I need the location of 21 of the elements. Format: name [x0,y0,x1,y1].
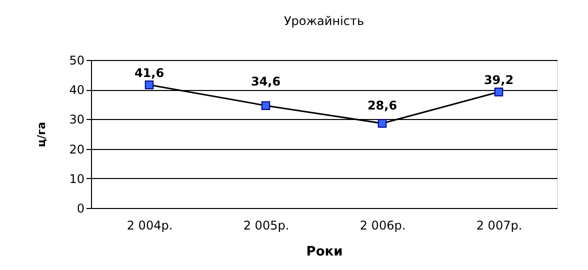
data-label: 34,6 [250,74,281,89]
point [378,118,387,128]
data-label: 39,2 [484,72,514,87]
y-tick-label: 20 [69,142,84,156]
x-tick-label: 2 007р. [476,218,522,232]
x-tick-label: 2 006р. [360,218,406,232]
data-label: 41,6 [134,66,164,80]
data-label: 28,6 [367,98,398,112]
y-tick-label: 10 [69,172,84,186]
y-tick-label: 40 [69,83,84,98]
y-tick-label: 30 [69,112,84,127]
y-axis-title: ц/га [35,122,48,148]
point [144,80,154,90]
x-tick-label: 2 004р. [126,218,173,232]
x-axis-title: Роки [306,244,343,260]
point [261,101,270,110]
x-tick-label: 2 005р. [243,218,290,232]
y-tick-label: 0 [76,202,84,216]
chart-title: Урожайність [284,14,364,28]
point [494,88,504,96]
y-tick-label: 50 [69,54,84,68]
